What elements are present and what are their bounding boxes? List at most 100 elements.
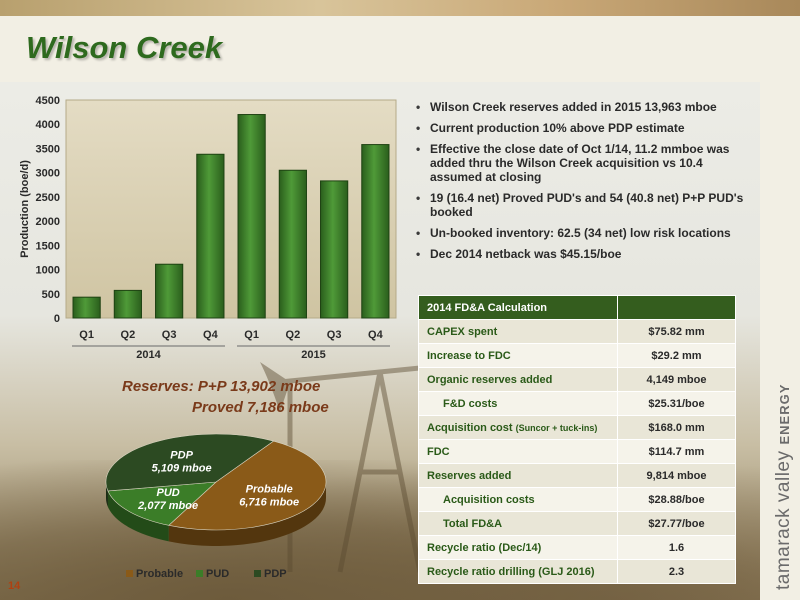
legend-swatch-pdp bbox=[254, 570, 261, 577]
pumpjack-silhouette bbox=[260, 359, 481, 573]
row-value: $27.77/boe bbox=[617, 511, 736, 536]
x-tick-label: Q1 bbox=[79, 329, 94, 341]
table-row: Reserves added 9,814 mboe bbox=[418, 463, 736, 488]
bar-q2-1 bbox=[113, 289, 142, 319]
table-row: Recycle ratio drilling (GLJ 2016) 2.3 bbox=[418, 559, 736, 584]
table-row: Total FD&A $27.77/boe bbox=[418, 511, 736, 536]
pie-value-probable: 6,716 mboe bbox=[239, 497, 299, 509]
table-row: F&D costs $25.31/boe bbox=[418, 391, 736, 416]
pie-slice-pdp bbox=[105, 433, 275, 492]
y-tick-label: 1500 bbox=[36, 240, 60, 252]
row-label: Acquisition cost bbox=[427, 421, 513, 434]
page-title: Wilson Creek bbox=[26, 30, 223, 65]
bullet-item: Current production 10% above PDP estimat… bbox=[416, 121, 746, 135]
legend-label-probable: Probable bbox=[136, 568, 183, 580]
production-bar-chart: Production (boe/d) 0 500 1000 1500 2000 2500 3… bbox=[19, 95, 397, 361]
x-group-label-2014: 2014 bbox=[136, 349, 161, 361]
row-value: $75.82 mm bbox=[617, 319, 736, 344]
bar-q1-0 bbox=[72, 296, 101, 319]
row-label: F&D costs bbox=[418, 391, 618, 416]
row-value: $28.88/boe bbox=[617, 487, 736, 512]
x-group-label-2015: 2015 bbox=[301, 349, 325, 361]
legend-label-pdp: PDP bbox=[264, 568, 287, 580]
bullet-item: Effective the close date of Oct 1/14, 11… bbox=[416, 142, 746, 184]
key-points-list: Wilson Creek reserves added in 2015 13,9… bbox=[416, 100, 746, 268]
pie-value-pdp: 5,109 mboe bbox=[152, 462, 212, 474]
row-value: 9,814 mboe bbox=[617, 463, 736, 488]
y-tick-label: 2500 bbox=[36, 192, 60, 204]
pie-value-pud: 2,077 mboe bbox=[137, 500, 198, 512]
row-value: $29.2 mm bbox=[617, 343, 736, 368]
x-tick-label: Q3 bbox=[162, 329, 177, 341]
table-row: Organic reserves added 4,149 mboe bbox=[418, 367, 736, 392]
row-label: Organic reserves added bbox=[418, 367, 618, 392]
y-tick-label: 4000 bbox=[36, 119, 60, 131]
fda-calculation-table: 2014 FD&A Calculation CAPEX spent $75.82… bbox=[418, 295, 736, 584]
table-header-value bbox=[617, 295, 736, 320]
pie-side-pdp bbox=[106, 482, 108, 507]
row-label-note: (Suncor + tuck-ins) bbox=[515, 422, 598, 433]
bar-q4-7 bbox=[361, 144, 390, 319]
row-label: Acquisition costs bbox=[418, 487, 618, 512]
y-tick-label: 4500 bbox=[36, 95, 60, 107]
brand-suffix: ENERGY bbox=[777, 383, 792, 445]
row-value: $114.7 mm bbox=[617, 439, 736, 464]
y-tick-label: 1000 bbox=[36, 265, 60, 277]
legend-label-pud: PUD bbox=[206, 568, 229, 580]
row-value: 4,149 mboe bbox=[617, 367, 736, 392]
pie-label-pud: PUD bbox=[157, 487, 180, 499]
y-tick-label: 3000 bbox=[36, 168, 60, 180]
pie-slice-probable bbox=[168, 440, 327, 531]
bullet-item: 19 (16.4 net) Proved PUD's and 54 (40.8 … bbox=[416, 191, 746, 219]
reserves-total-label: Reserves: P+P 13,902 mboe bbox=[122, 378, 321, 395]
row-label-cell: Acquisition cost (Suncor + tuck-ins) bbox=[418, 415, 618, 440]
x-tick-label: Q1 bbox=[244, 329, 259, 341]
table-row: CAPEX spent $75.82 mm bbox=[418, 319, 736, 344]
row-label: Recycle ratio (Dec/14) bbox=[418, 535, 618, 560]
table-header: 2014 FD&A Calculation bbox=[418, 295, 618, 320]
row-value: $168.0 mm bbox=[617, 415, 736, 440]
bar-q3-2 bbox=[155, 263, 184, 319]
bar-q3-6 bbox=[320, 180, 349, 319]
reserves-proved-label: Proved 7,186 mboe bbox=[192, 399, 329, 416]
row-label: CAPEX spent bbox=[418, 319, 618, 344]
row-label: Total FD&A bbox=[418, 511, 618, 536]
bullet-item: Un-booked inventory: 62.5 (34 net) low r… bbox=[416, 226, 746, 240]
row-label: FDC bbox=[418, 439, 618, 464]
row-label: Recycle ratio drilling (GLJ 2016) bbox=[418, 559, 618, 584]
row-value: $25.31/boe bbox=[617, 391, 736, 416]
table-row: FDC $114.7 mm bbox=[418, 439, 736, 464]
y-axis-label: Production (boe/d) bbox=[19, 160, 31, 258]
legend-swatch-pud bbox=[196, 570, 203, 577]
brand-strip bbox=[760, 82, 800, 600]
x-tick-label: Q4 bbox=[203, 329, 219, 341]
x-tick-label: Q4 bbox=[368, 329, 384, 341]
bullet-item: Dec 2014 netback was $45.15/boe bbox=[416, 247, 746, 261]
table-row: Acquisition cost (Suncor + tuck-ins) $16… bbox=[418, 415, 736, 440]
row-label: Increase to FDC bbox=[418, 343, 618, 368]
pie-label-pdp: PDP bbox=[170, 449, 193, 461]
top-banner bbox=[0, 0, 800, 16]
page-number: 14 bbox=[8, 580, 21, 592]
bullet-item: Wilson Creek reserves added in 2015 13,9… bbox=[416, 100, 746, 114]
row-label: Reserves added bbox=[418, 463, 618, 488]
y-tick-label: 3500 bbox=[36, 143, 60, 155]
table-row: Acquisition costs $28.88/boe bbox=[418, 487, 736, 512]
bar-q1-4 bbox=[237, 114, 266, 319]
table-row: Increase to FDC $29.2 mm bbox=[418, 343, 736, 368]
bar-q2-5 bbox=[278, 169, 307, 319]
x-tick-label: Q3 bbox=[327, 329, 342, 341]
bar-q4-3 bbox=[196, 153, 225, 319]
table-header-row: 2014 FD&A Calculation bbox=[418, 295, 736, 320]
brand-logo-text: tamarack valley ENERGY bbox=[773, 384, 795, 590]
legend-swatch-probable bbox=[126, 570, 133, 577]
table-row: Recycle ratio (Dec/14) 1.6 bbox=[418, 535, 736, 560]
y-tick-label: 500 bbox=[42, 289, 60, 301]
row-value: 1.6 bbox=[617, 535, 736, 560]
pie-label-probable: Probable bbox=[246, 484, 293, 496]
y-tick-label: 0 bbox=[54, 313, 60, 325]
x-tick-label: Q2 bbox=[286, 329, 301, 341]
pie-slice-pud bbox=[107, 481, 217, 526]
x-tick-label: Q2 bbox=[121, 329, 136, 341]
